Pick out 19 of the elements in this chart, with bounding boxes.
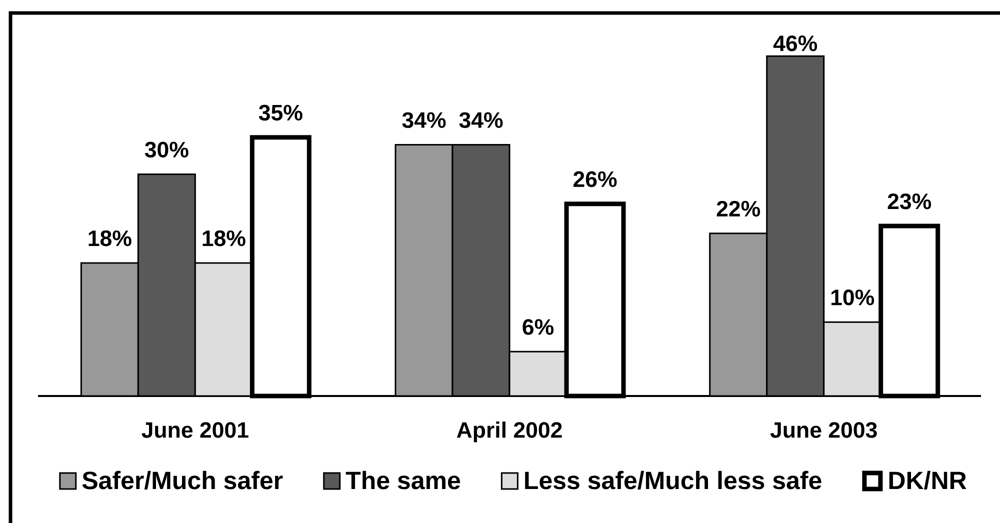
data-label: 22%: [716, 200, 760, 217]
data-label: 46%: [773, 35, 818, 52]
data-label: 34%: [459, 112, 503, 128]
legend-label: DK/NR: [889, 470, 966, 490]
legend-label: Less safe/Much less safe: [525, 470, 822, 490]
data-label: 6%: [522, 319, 554, 335]
data-label: 34%: [402, 112, 446, 128]
data-label: 23%: [888, 193, 932, 210]
x-tick-label: June 2001: [142, 422, 248, 438]
data-label: 18%: [88, 230, 132, 246]
legend-label: Safer/Much safer: [82, 470, 283, 490]
x-tick-label: April 2002: [456, 422, 562, 442]
data-label: 26%: [573, 171, 617, 188]
x-tick-label: June 2003: [770, 422, 877, 438]
data-label: 35%: [258, 104, 302, 121]
data-label: 10%: [831, 290, 874, 306]
legend-label: The same: [346, 470, 460, 490]
data-label: 18%: [202, 230, 246, 246]
data-label: 30%: [144, 142, 188, 158]
